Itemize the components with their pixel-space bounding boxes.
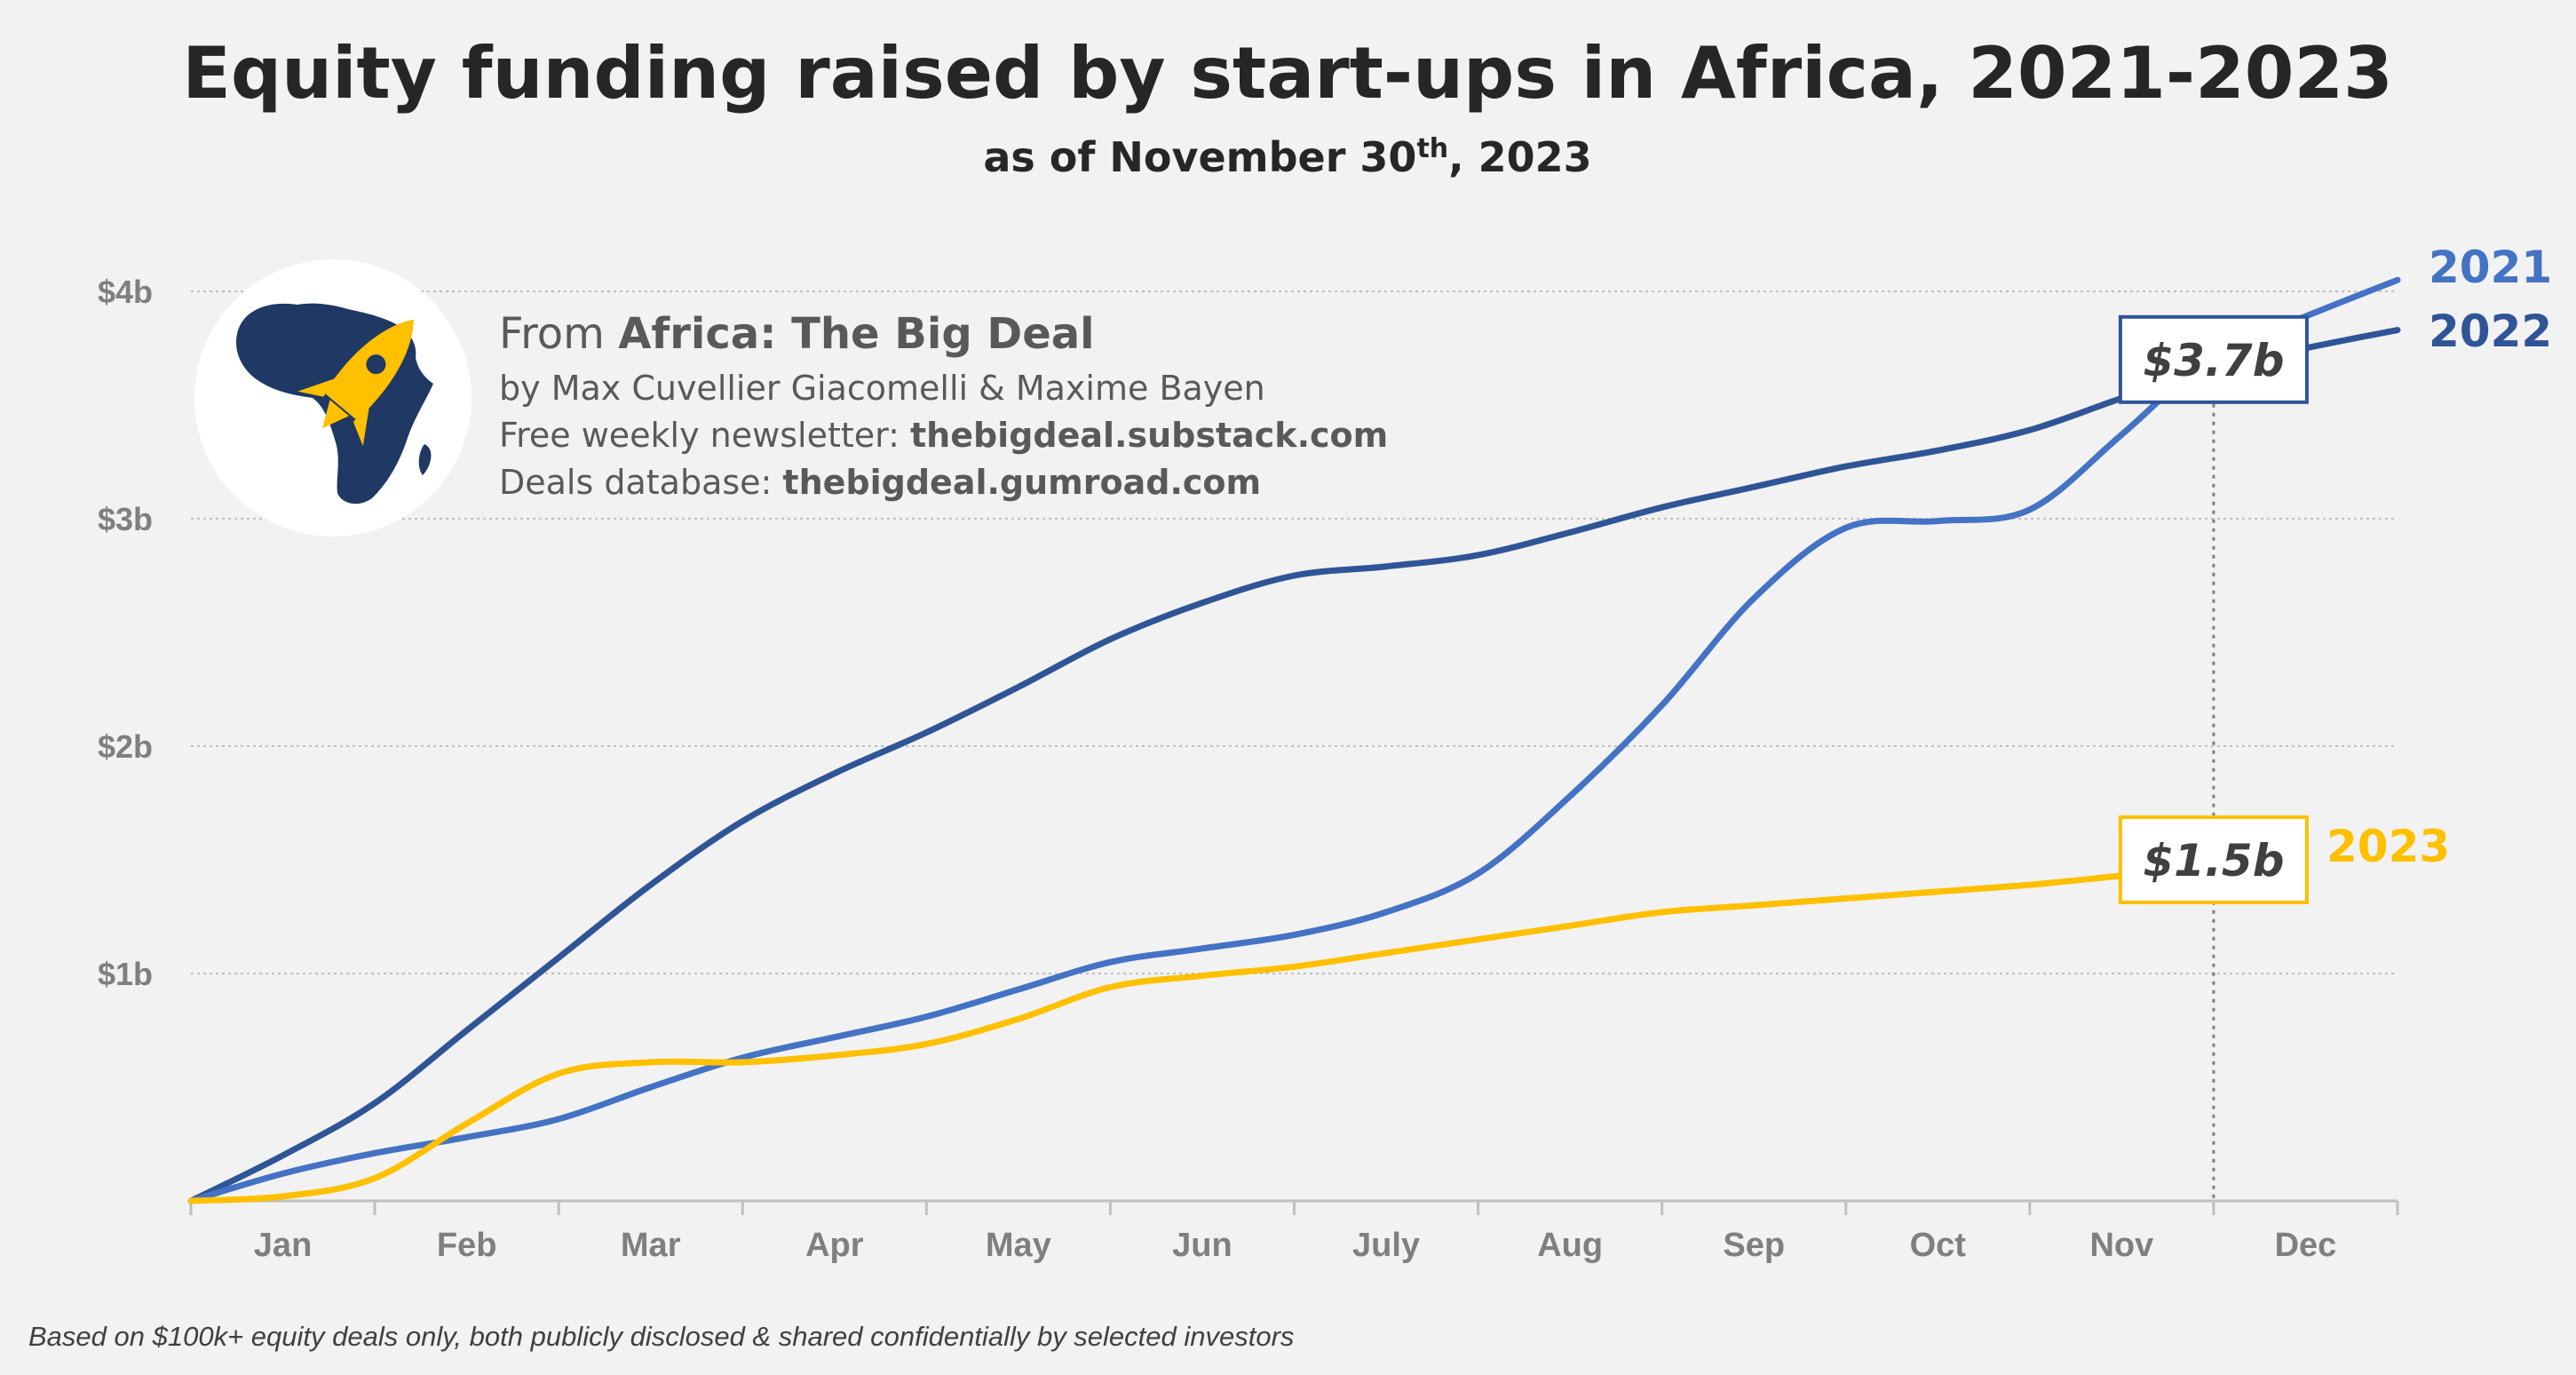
y-tick-label: $4b xyxy=(98,274,153,310)
database-label: Deals database: xyxy=(499,463,782,502)
newsletter-link[interactable]: thebigdeal.substack.com xyxy=(910,416,1388,455)
subtitle-main: as of November 30 xyxy=(983,133,1416,181)
newsletter-label: Free weekly newsletter: xyxy=(499,416,910,455)
source-title: From Africa: The Big Deal xyxy=(499,309,1095,359)
madagascar-shape xyxy=(418,444,432,475)
callout-box: $1.5b xyxy=(2118,815,2309,904)
x-tick-label: Aug xyxy=(1537,1227,1603,1264)
source-name: Africa: The Big Deal xyxy=(618,309,1094,359)
subtitle-end: , 2023 xyxy=(1448,133,1592,181)
callout-frame xyxy=(2118,815,2309,904)
x-tick-label: Feb xyxy=(437,1227,497,1264)
callout-frame xyxy=(2118,314,2309,404)
x-tick-label: May xyxy=(986,1227,1051,1264)
x-tick-label: Jan xyxy=(254,1227,312,1264)
x-axis: Jan Feb Mar Apr May Jun July Aug Sep Oct Nov Dec xyxy=(189,1199,2399,1264)
x-tick-label: Dec xyxy=(2275,1227,2337,1264)
x-tick-label: July xyxy=(1352,1227,1420,1264)
callout-layer: $3.7b $1.5b xyxy=(2118,314,2309,904)
series-label-2023: 2023 xyxy=(2326,821,2450,872)
series-layer xyxy=(187,276,2401,1204)
grid-layer xyxy=(191,290,2398,974)
series-line-2021 xyxy=(187,276,2401,1204)
x-tick-label: Jun xyxy=(1172,1227,1233,1264)
x-tick-label: Apr xyxy=(805,1227,864,1264)
x-tick-label: Sep xyxy=(1723,1227,1785,1264)
callout-label: $1.5b xyxy=(2143,835,2284,886)
database-link[interactable]: thebigdeal.gumroad.com xyxy=(782,463,1261,502)
source-byline: by Max Cuvellier Giacomelli & Maxime Bay… xyxy=(499,369,1265,408)
logo-badge xyxy=(194,259,472,536)
series-label-2022: 2022 xyxy=(2429,306,2552,357)
africa-rocket-icon xyxy=(236,303,433,505)
y-tick-label: $1b xyxy=(98,956,153,992)
series-line-2023 xyxy=(187,863,2217,1204)
y-tick-label: $2b xyxy=(98,728,153,765)
source-newsletter: Free weekly newsletter: thebigdeal.subst… xyxy=(499,416,1388,455)
x-tick-label: Nov xyxy=(2089,1227,2153,1264)
rocket-shape xyxy=(297,319,414,447)
callout-label: $3.7b xyxy=(2143,335,2284,386)
x-tick-label: Mar xyxy=(621,1227,681,1264)
y-axis: $1b $2b $3b $4b xyxy=(98,274,153,992)
source-prefix: From xyxy=(499,309,618,359)
subtitle-sup: th xyxy=(1416,133,1448,164)
series-label-2021: 2021 xyxy=(2429,242,2552,293)
series-label-layer: 2021 2022 2023 xyxy=(2326,242,2552,872)
chart-subtitle: as of November 30th, 2023 xyxy=(983,133,1591,181)
y-tick-label: $3b xyxy=(98,501,153,537)
footnote: Based on $100k+ equity deals only, both … xyxy=(28,1321,1294,1352)
callout-box: $3.7b xyxy=(2118,314,2309,404)
source-database: Deals database: thebigdeal.gumroad.com xyxy=(499,463,1261,502)
series-line-2022 xyxy=(187,327,2401,1204)
x-tick-label: Oct xyxy=(1910,1227,1967,1264)
chart-title: Equity funding raised by start-ups in Af… xyxy=(182,32,2393,115)
